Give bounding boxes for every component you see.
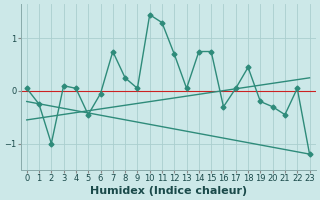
X-axis label: Humidex (Indice chaleur): Humidex (Indice chaleur) — [90, 186, 247, 196]
